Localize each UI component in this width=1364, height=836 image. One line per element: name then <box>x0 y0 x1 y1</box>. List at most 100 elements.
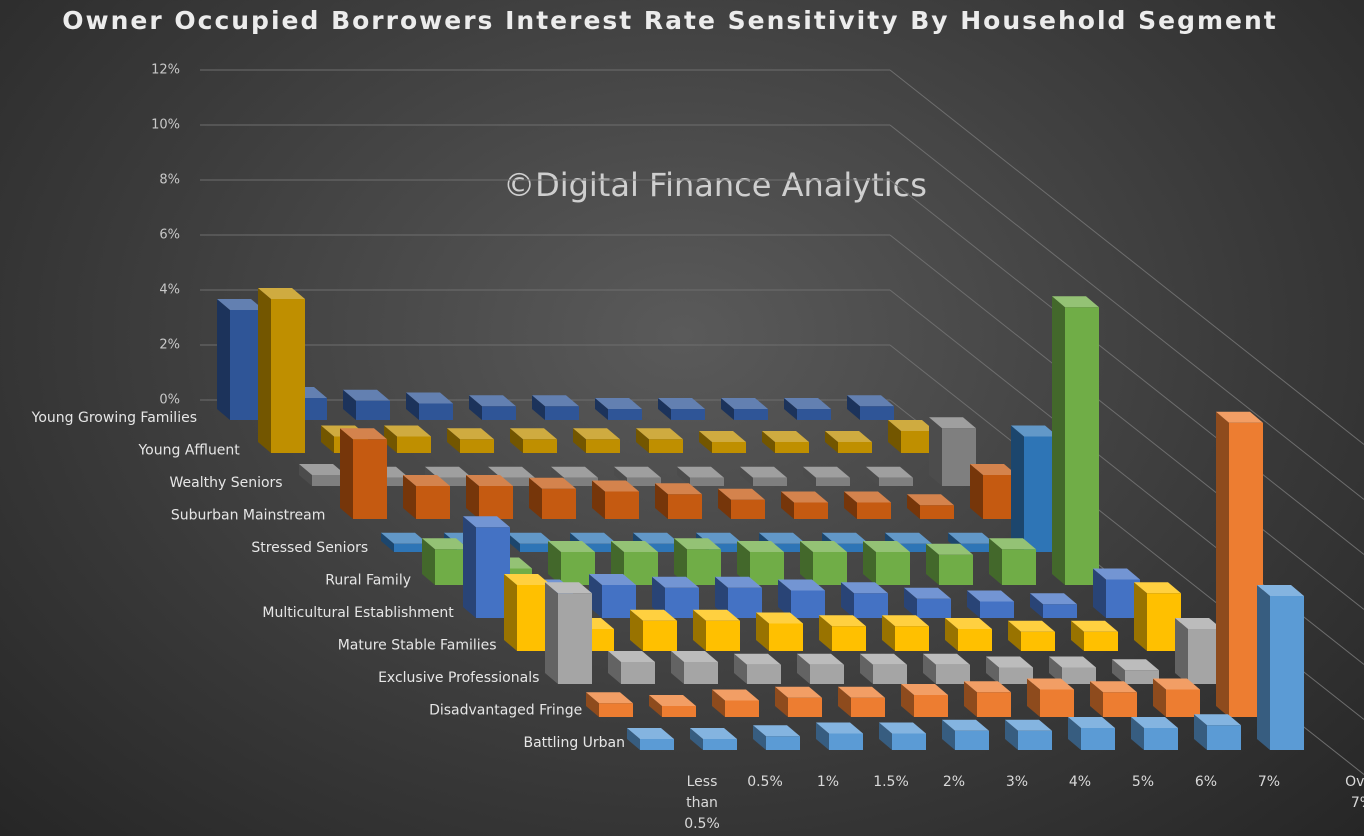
bar <box>1112 659 1159 684</box>
bar-front <box>939 554 973 585</box>
bar-top <box>551 466 598 478</box>
bar-side <box>217 299 230 420</box>
bar-side <box>507 532 520 552</box>
bar-front <box>829 733 863 750</box>
bar-top <box>926 543 973 555</box>
bar-top <box>775 686 822 698</box>
bar-side <box>690 728 703 750</box>
bar-top <box>844 491 891 503</box>
bar <box>510 428 557 453</box>
bar-side <box>803 466 816 486</box>
x-tick-label: Over 7% <box>1345 774 1364 811</box>
bar-front <box>671 409 705 420</box>
bar-top <box>1008 620 1055 632</box>
bar-front <box>747 664 781 684</box>
grid-line <box>889 179 1364 555</box>
bar-front <box>621 662 655 684</box>
bar <box>217 299 264 420</box>
bar <box>1071 620 1118 651</box>
bar-side <box>466 475 479 519</box>
bar <box>403 475 450 519</box>
bar-top <box>677 466 724 478</box>
bar-side <box>964 681 977 717</box>
bar-top <box>784 398 831 409</box>
bar-front <box>895 626 929 651</box>
bar-front <box>775 442 809 453</box>
bar-top <box>1194 714 1241 726</box>
bar <box>926 543 973 585</box>
x-tick-label: 4% <box>1068 774 1092 790</box>
bar <box>1030 593 1077 618</box>
bar <box>608 651 655 684</box>
bar-top <box>756 612 803 624</box>
bar-front <box>520 543 554 552</box>
bar-front <box>684 662 718 684</box>
bar-side <box>721 398 734 420</box>
bar-side <box>592 480 605 519</box>
bar-front <box>1062 667 1096 684</box>
bar-top <box>627 728 674 739</box>
bar-top <box>879 722 926 734</box>
bar-front <box>769 623 803 651</box>
bar-side <box>841 582 854 618</box>
bar-front <box>1144 728 1178 750</box>
bar <box>677 466 724 486</box>
bar-side <box>504 574 517 651</box>
bar-top <box>655 483 702 495</box>
bar-front <box>1270 596 1304 750</box>
bar <box>753 725 800 750</box>
bar-side <box>1153 678 1166 717</box>
bar-front <box>586 439 620 453</box>
bar <box>715 576 762 618</box>
bar-top <box>778 579 825 591</box>
bar-front <box>1125 670 1159 684</box>
bar-top <box>299 464 346 475</box>
bar-top <box>1093 568 1140 580</box>
bar-front <box>1166 689 1200 717</box>
bar-top <box>589 574 636 585</box>
bar-side <box>879 722 892 750</box>
bar-top <box>1153 678 1200 690</box>
bar-front <box>860 406 894 420</box>
bar <box>879 722 926 750</box>
bar <box>1052 296 1099 585</box>
bar-top <box>504 574 551 585</box>
bar <box>1194 714 1241 750</box>
bar-front <box>394 543 428 552</box>
bar-front <box>419 403 453 420</box>
bar-front <box>1081 728 1115 750</box>
bar-side <box>422 538 435 585</box>
y-tick-label: 6% <box>159 228 180 243</box>
bar <box>381 532 428 552</box>
bar-top <box>649 695 696 706</box>
bar-front <box>1018 730 1052 750</box>
bar-side <box>734 653 747 684</box>
bar-top <box>803 466 850 478</box>
bar-front <box>917 598 951 618</box>
bar-top <box>866 466 913 478</box>
bar-front <box>772 543 806 552</box>
bar-front <box>958 629 992 651</box>
bar <box>655 483 702 519</box>
y-tick-label: 2% <box>159 338 180 353</box>
bar-top <box>967 590 1014 602</box>
bar-side <box>299 464 312 486</box>
bar-side <box>1011 425 1024 552</box>
bar-side <box>655 483 668 519</box>
bar <box>740 466 787 486</box>
bar-side <box>1090 681 1103 717</box>
bar-top <box>721 398 768 409</box>
bar-top <box>986 656 1033 668</box>
bar-top <box>989 538 1036 550</box>
bar <box>258 288 305 453</box>
bar-front <box>605 491 639 519</box>
bar-side <box>586 692 599 717</box>
bar-side <box>699 431 712 453</box>
bar-side <box>942 719 955 750</box>
bar-side <box>381 532 394 552</box>
bar-top <box>901 684 948 695</box>
bar <box>466 475 513 519</box>
bar <box>1027 678 1074 717</box>
bar-side <box>463 516 476 618</box>
bar <box>592 480 639 519</box>
